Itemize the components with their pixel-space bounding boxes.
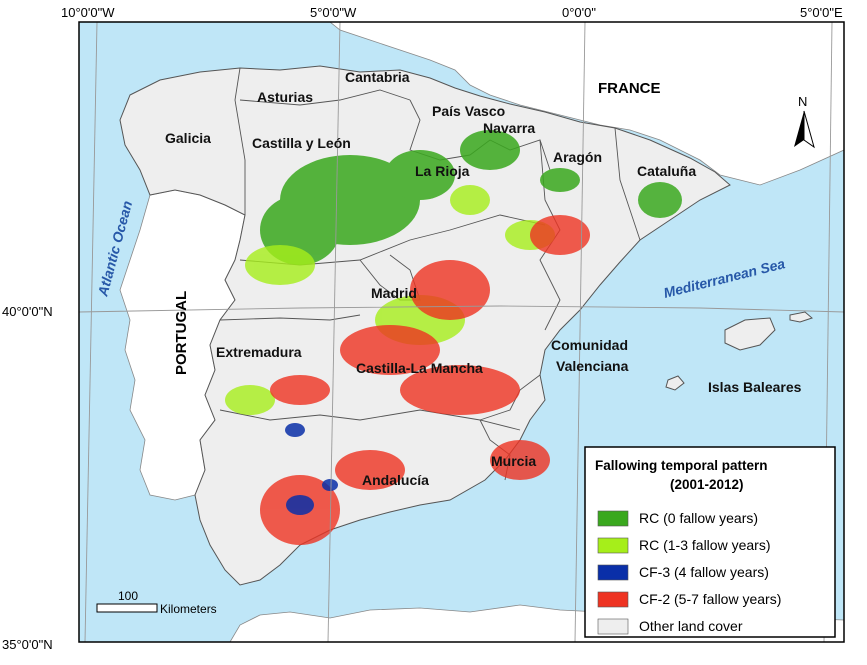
scale-bar-unit: Kilometers (160, 602, 217, 616)
legend-title-line2: (2001-2012) (670, 477, 744, 492)
legend-swatch-rc-1-3 (597, 537, 629, 554)
legend-title-line1: Fallowing temporal pattern (595, 458, 768, 473)
lat-label-40n: 40°0'0"N (2, 304, 53, 319)
region-label-castilla-la-mancha: Castilla-La Mancha (356, 360, 483, 376)
scale-bar (96, 603, 158, 613)
region-label-islas-baleares: Islas Baleares (708, 379, 802, 395)
region-label-andalucia: Andalucía (362, 472, 429, 488)
legend-label-cf-3: CF-3 (4 fallow years) (639, 564, 769, 580)
rc-0-fallow-areas (260, 130, 682, 265)
north-arrow-label: N (798, 94, 807, 109)
region-label-asturias: Asturias (257, 89, 313, 105)
region-label-cantabria: Cantabria (345, 69, 410, 85)
region-label-la-rioja: La Rioja (415, 163, 470, 179)
legend-label-cf-2: CF-2 (5-7 fallow years) (639, 591, 781, 607)
region-label-pais-vasco: País Vasco (432, 103, 505, 119)
scale-bar-value: 100 (118, 589, 138, 603)
cf-3-fallow-areas (285, 423, 338, 515)
legend-label-rc-0: RC (0 fallow years) (639, 510, 758, 526)
region-label-cataluna: Cataluña (637, 163, 696, 179)
ibiza-land (665, 375, 685, 391)
menorca-land (789, 311, 813, 323)
legend: Fallowing temporal pattern (2001-2012) R… (584, 446, 836, 638)
region-label-aragon: Aragón (553, 149, 602, 165)
region-label-murcia: Murcia (491, 453, 536, 469)
lon-label-5e: 5°0'0"E (800, 5, 843, 20)
country-label-france: FRANCE (598, 80, 661, 97)
legend-swatch-cf-3 (597, 564, 629, 581)
lon-label-5w: 5°0'0"W (310, 5, 357, 20)
lon-label-0: 0°0'0" (562, 5, 596, 20)
legend-label-other: Other land cover (639, 618, 743, 634)
region-label-galicia: Galicia (165, 130, 211, 146)
region-label-comunidad-valenciana-2: Valenciana (556, 358, 629, 374)
country-label-portugal: PORTUGAL (173, 291, 190, 375)
region-label-extremadura: Extremadura (216, 344, 302, 360)
region-label-madrid: Madrid (371, 285, 417, 301)
lon-label-10w: 10°0'0"W (61, 5, 115, 20)
legend-swatch-other (597, 618, 629, 635)
mallorca-land (724, 317, 776, 351)
map-frame (78, 21, 845, 643)
region-label-navarra: Navarra (483, 120, 535, 136)
france-land (329, 22, 844, 186)
legend-swatch-rc-0 (597, 510, 629, 527)
lat-label-35n: 35°0'0"N (2, 637, 53, 652)
legend-swatch-cf-2 (597, 591, 629, 608)
graticule (79, 22, 844, 642)
region-label-castilla-leon: Castilla y León (252, 135, 351, 151)
north-arrow-icon (794, 110, 815, 149)
region-label-comunidad-valenciana-1: Comunidad (551, 337, 628, 353)
legend-label-rc-1-3: RC (1-3 fallow years) (639, 537, 770, 553)
